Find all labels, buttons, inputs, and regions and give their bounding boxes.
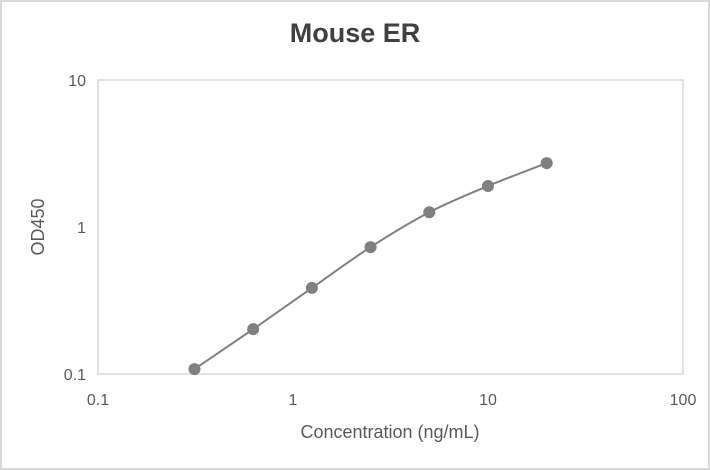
chart-title: Mouse ER <box>289 18 421 48</box>
y-tick-label: 0.1 <box>64 367 86 384</box>
y-axis-title: OD450 <box>28 198 48 255</box>
data-point <box>540 157 553 170</box>
x-tick-label: 1 <box>289 392 298 409</box>
data-point <box>482 180 494 193</box>
y-axis-ticks: 0.1 1 10 <box>64 73 86 384</box>
x-tick-label: 10 <box>479 392 497 409</box>
x-axis-ticks: 0.1 1 10 100 <box>87 392 697 409</box>
y-tick-label: 1 <box>77 220 86 237</box>
data-point <box>247 323 260 336</box>
data-line <box>193 162 548 370</box>
y-tick-label: 10 <box>68 73 86 90</box>
data-point <box>364 241 377 254</box>
data-points <box>188 157 553 376</box>
data-point <box>188 363 201 376</box>
x-tick-label: 100 <box>670 392 697 409</box>
plot-area <box>97 79 684 375</box>
x-tick-label: 0.1 <box>87 392 109 409</box>
data-point <box>305 281 318 294</box>
x-axis-title: Concentration (ng/mL) <box>300 422 479 442</box>
data-point <box>423 206 436 219</box>
